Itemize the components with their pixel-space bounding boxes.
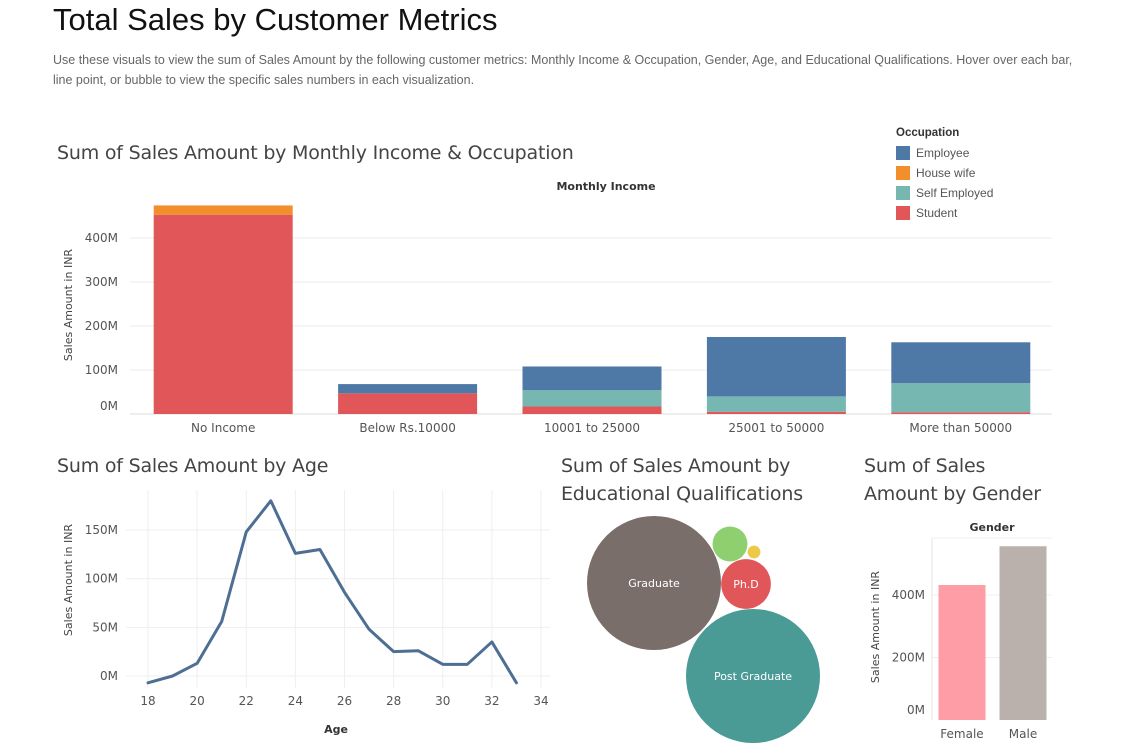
age-x-tick: 34 — [533, 694, 548, 708]
income-bar-no-income-student[interactable] — [153, 214, 293, 414]
age-point-31[interactable] — [462, 659, 472, 669]
legend-label-house-wife: House wife — [916, 166, 976, 180]
age-point-22[interactable] — [241, 527, 251, 537]
legend-item-house-wife[interactable]: House wife — [896, 163, 993, 183]
age-y-tick: 100M — [85, 572, 118, 586]
income-x-tick: No Income — [191, 421, 255, 435]
legend-swatch-self-employed — [896, 186, 910, 200]
income-y-tick: 200M — [85, 319, 118, 333]
age-y-tick: 50M — [92, 620, 118, 634]
education-chart-title: Sum of Sales Amount by Educational Quali… — [561, 455, 803, 505]
age-point-26[interactable] — [340, 587, 350, 597]
age-point-20[interactable] — [192, 658, 202, 668]
bubble-label-post-graduate: Post Graduate — [714, 670, 792, 683]
income-x-tick: 25001 to 50000 — [728, 421, 824, 435]
age-point-33[interactable] — [511, 678, 521, 688]
age-x-axis-label: Age — [324, 723, 348, 736]
bubble-ph-d[interactable] — [721, 559, 771, 609]
age-x-tick: 26 — [337, 694, 352, 708]
age-point-30[interactable] — [438, 659, 448, 669]
income-bar-10001-to-25000-employee[interactable] — [522, 366, 662, 391]
bubble-others[interactable] — [712, 526, 748, 562]
income-bar-below-rs-10000-student[interactable] — [338, 393, 478, 414]
income-bar-no-income-house-wife[interactable] — [153, 205, 293, 215]
income-header: Monthly Income — [556, 180, 655, 193]
gender-header: Gender — [969, 521, 1015, 534]
age-x-tick: 32 — [484, 694, 499, 708]
age-x-tick: 18 — [140, 694, 155, 708]
gender-x-tick: Male — [1009, 727, 1037, 741]
age-point-18[interactable] — [143, 678, 153, 688]
gender-chart-title: Sum of Sales Amount by Gender — [864, 455, 1041, 505]
income-bar-10001-to-25000-self-employed[interactable] — [522, 390, 662, 407]
age-x-tick: 20 — [189, 694, 204, 708]
legend-label-self-employed: Self Employed — [916, 186, 994, 200]
age-point-29[interactable] — [413, 646, 423, 656]
income-y-tick: 100M — [85, 363, 118, 377]
age-y-tick: 0M — [100, 669, 118, 683]
income-y-tick: 0M — [100, 399, 118, 413]
income-bar-25001-to-50000-employee[interactable] — [706, 337, 846, 397]
age-y-tick: 150M — [85, 523, 118, 537]
age-point-24[interactable] — [290, 548, 300, 558]
age-point-28[interactable] — [389, 647, 399, 657]
age-point-25[interactable] — [315, 544, 325, 554]
age-point-21[interactable] — [217, 616, 227, 626]
gender-y-tick: 200M — [892, 651, 925, 665]
bubble-post-graduate[interactable] — [686, 609, 820, 743]
income-bar-25001-to-50000-student[interactable] — [706, 411, 846, 414]
income-chart-title: Sum of Sales Amount by Monthly Income & … — [57, 142, 574, 164]
age-x-tick: 30 — [435, 694, 450, 708]
age-y-axis-label: Sales Amount in INR — [62, 524, 75, 636]
legend-swatch-employee — [896, 146, 910, 160]
age-point-32[interactable] — [487, 637, 497, 647]
legend-item-student[interactable]: Student — [896, 203, 993, 223]
age-point-23[interactable] — [266, 496, 276, 506]
legend-swatch-student — [896, 206, 910, 220]
age-x-tick: 22 — [239, 694, 254, 708]
gender-y-tick: 0M — [907, 703, 925, 717]
bubble-graduate[interactable] — [587, 516, 721, 650]
dashboard-title: Total Sales by Customer Metrics — [53, 2, 498, 37]
dashboard-subtitle: Use these visuals to view the sum of Sal… — [53, 53, 1073, 87]
gender-y-axis-label: Sales Amount in INR — [869, 571, 882, 683]
income-bar-10001-to-25000-student[interactable] — [522, 406, 662, 414]
legend-swatch-house-wife — [896, 166, 910, 180]
income-x-tick: Below Rs.10000 — [359, 421, 456, 435]
gender-bar-female[interactable] — [938, 585, 986, 720]
income-bar-more-than-50000-employee[interactable] — [891, 342, 1031, 384]
legend-title: Occupation — [896, 127, 960, 139]
income-x-tick: More than 50000 — [909, 421, 1012, 435]
age-x-tick: 28 — [386, 694, 401, 708]
income-y-axis-label: Sales Amount in INR — [62, 249, 75, 361]
age-point-19[interactable] — [168, 671, 178, 681]
legend-item-self-employed[interactable]: Self Employed — [896, 183, 993, 203]
gender-y-tick: 400M — [892, 588, 925, 602]
income-bar-more-than-50000-student[interactable] — [891, 412, 1031, 414]
income-y-tick: 400M — [85, 231, 118, 245]
age-series-line[interactable] — [146, 499, 518, 685]
income-bar-more-than-50000-self-employed[interactable] — [891, 383, 1031, 413]
occupation-legend: Occupation Employee House wife Self Empl… — [896, 127, 993, 223]
income-x-tick: 10001 to 25000 — [544, 421, 640, 435]
legend-label-student: Student — [916, 206, 958, 220]
age-point-27[interactable] — [364, 624, 374, 634]
legend-item-employee[interactable]: Employee — [896, 143, 993, 163]
income-y-tick: 300M — [85, 275, 118, 289]
gender-x-tick: Female — [940, 727, 983, 741]
income-bar-below-rs-10000-employee[interactable] — [338, 384, 478, 394]
bubble-uneducated[interactable] — [747, 545, 761, 559]
age-chart-title: Sum of Sales Amount by Age — [57, 455, 329, 477]
bubble-label-ph-d: Ph.D — [733, 578, 759, 591]
legend-label-employee: Employee — [916, 146, 970, 160]
gender-bar-male[interactable] — [999, 546, 1047, 720]
age-x-tick: 24 — [288, 694, 303, 708]
income-bar-25001-to-50000-self-employed[interactable] — [706, 396, 846, 412]
bubble-label-graduate: Graduate — [628, 577, 680, 590]
